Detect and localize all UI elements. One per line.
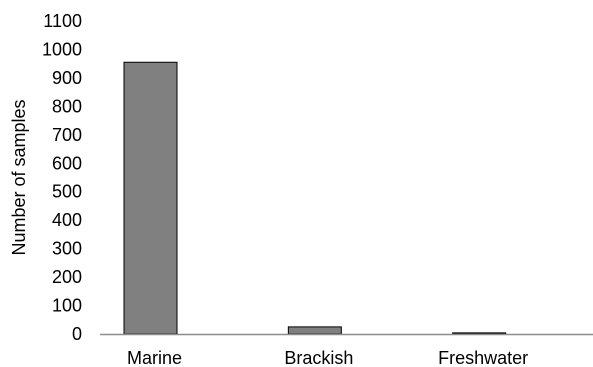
y-tick-label: 100 (52, 296, 82, 316)
x-axis-ticks: Marine Brackish Freshwater (127, 348, 528, 367)
y-tick-label: 1100 (43, 11, 82, 31)
y-tick-label: 700 (52, 125, 82, 145)
y-tick-label: 400 (52, 210, 82, 230)
y-tick-label: 200 (52, 267, 82, 287)
bar-marine (123, 61, 178, 335)
y-axis-ticks: 0 100 200 300 400 500 600 700 800 900 1000 1100 (42, 11, 82, 344)
y-tick-label: 500 (52, 182, 82, 202)
x-tick-label: Brackish (284, 348, 353, 367)
y-tick-label: 800 (52, 96, 82, 116)
y-axis-title: Number of samples (9, 99, 29, 255)
x-tick-label: Marine (127, 348, 182, 367)
y-tick-label: 900 (52, 68, 82, 88)
bar-brackish (287, 326, 342, 335)
x-tick-label: Freshwater (438, 348, 528, 367)
y-tick-label: 1000 (42, 39, 82, 59)
y-tick-label: 0 (72, 324, 82, 344)
bars (123, 61, 507, 335)
y-tick-label: 300 (52, 239, 82, 259)
y-tick-label: 600 (52, 153, 82, 173)
